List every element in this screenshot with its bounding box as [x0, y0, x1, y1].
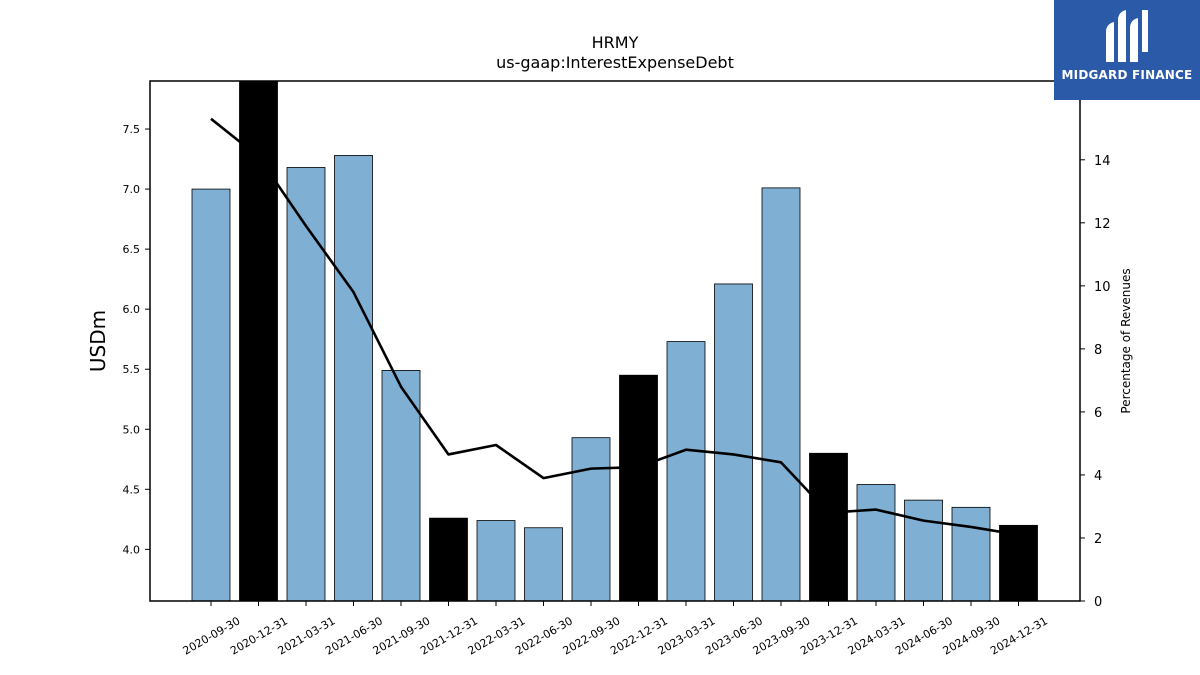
bar-2021-03-31: [286, 167, 326, 602]
bar-2024-12-31: [999, 524, 1038, 602]
chart-title: HRMY: [592, 33, 639, 52]
bar-2023-12-31: [809, 452, 848, 602]
line-series: [210, 117, 1019, 537]
y2-tick-label: 6: [1094, 406, 1102, 421]
bar-2023-09-30: [761, 187, 801, 602]
bar-2024-03-31: [856, 484, 896, 602]
y-tick-label: 6.5: [123, 243, 141, 256]
y2-tick-label: 0: [1094, 595, 1102, 610]
brand-name: MIDGARD FINANCE: [1061, 68, 1193, 82]
bar-series: [191, 80, 1038, 602]
y2-axis-label: Percentage of Revenues: [1119, 268, 1133, 413]
y2-tick-label: 2: [1094, 532, 1102, 547]
y-tick-label: 5.0: [123, 423, 141, 436]
bar-2023-06-30: [714, 283, 753, 602]
y-tick-label: 6.0: [123, 303, 141, 316]
bar-2022-03-31: [476, 520, 516, 602]
bar-2022-06-30: [524, 527, 563, 602]
y2-tick-label: 12: [1094, 217, 1111, 232]
bar-2020-12-31: [239, 80, 278, 602]
y2-tick-label: 14: [1094, 154, 1111, 169]
y-axis-left: 4.0 4.5 5.0 5.5 6.0 6.5 7.0 7.5: [123, 123, 150, 556]
bar-2024-06-30: [904, 499, 943, 602]
plot-area: [149, 80, 1081, 602]
bar-2021-12-31: [429, 517, 468, 602]
bar-2022-12-31: [619, 374, 658, 602]
y2-tick-label: 8: [1094, 343, 1102, 358]
plot-frame: [149, 80, 1081, 602]
y-tick-label: 4.0: [123, 543, 141, 556]
bar-2021-09-30: [381, 370, 421, 602]
y-axis-label: USDm: [86, 310, 110, 372]
bar-2023-03-31: [666, 341, 706, 602]
brand-logo-icon: [1106, 10, 1148, 62]
y2-tick-label: 4: [1094, 469, 1102, 484]
pct-revenue-line: [210, 117, 1019, 537]
y2-tick-label: 10: [1094, 280, 1111, 295]
bar-2022-09-30: [571, 437, 611, 602]
bar-2021-06-30: [334, 155, 373, 602]
bar-2024-09-30: [951, 506, 991, 602]
y-axis-right: 0 2 4 6 8 10 12 14: [1080, 154, 1111, 610]
chart-subtitle: us-gaap:InterestExpenseDebt: [496, 53, 734, 72]
y-tick-label: 5.5: [123, 363, 141, 376]
y-tick-label: 7.5: [123, 123, 141, 136]
brand-logo: MIDGARD FINANCE: [1054, 0, 1200, 100]
y-tick-label: 4.5: [123, 483, 141, 496]
x-axis: 2020-09-302020-12-312021-03-312021-06-30…: [181, 601, 1050, 658]
bar-2020-09-30: [191, 188, 231, 602]
y-tick-label: 7.0: [123, 183, 141, 196]
